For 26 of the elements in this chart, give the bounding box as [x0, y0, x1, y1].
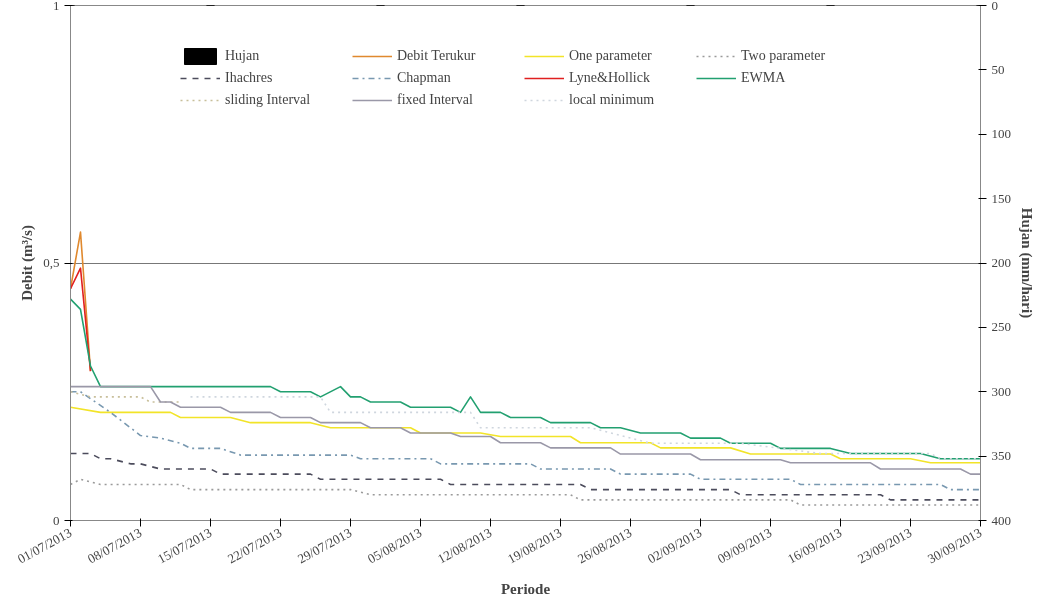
legend-label: local minimum: [569, 92, 656, 108]
y-tick-label: 0,5: [43, 255, 60, 270]
y-axis-title: Debit (m³/s): [19, 225, 37, 301]
legend-label: Lyne&Hollick: [569, 70, 651, 86]
y2-tick-label: 0: [991, 0, 998, 13]
legend-label: Two parameter: [741, 48, 827, 64]
y2-tick-label: 350: [991, 448, 1011, 464]
y-tick-label: 0: [53, 512, 60, 528]
legend-label: One parameter: [569, 48, 653, 64]
y2-axis-title: Hujan (mm/hari): [1018, 207, 1035, 319]
y2-tick-label: 150: [991, 190, 1011, 206]
legend-label: Ihachres: [225, 70, 274, 86]
y2-tick-label: 250: [991, 319, 1011, 335]
y2-tick-label: 300: [991, 383, 1011, 399]
x-axis-title: Periode: [500, 581, 551, 598]
legend-label: Chapman: [397, 70, 452, 86]
legend-label: Hujan: [225, 48, 261, 64]
y2-tick-label: 400: [991, 512, 1011, 528]
legend-label: sliding Interval: [225, 92, 312, 108]
y-tick-label: 1: [53, 0, 60, 13]
legend-label: EWMA: [741, 70, 787, 86]
legend-label: Debit Terukur: [397, 48, 477, 64]
y2-tick-label: 50: [991, 61, 1005, 77]
y2-tick-label: 200: [991, 255, 1011, 270]
y2-tick-label: 100: [991, 126, 1011, 142]
legend-label: fixed Interval: [397, 92, 474, 108]
